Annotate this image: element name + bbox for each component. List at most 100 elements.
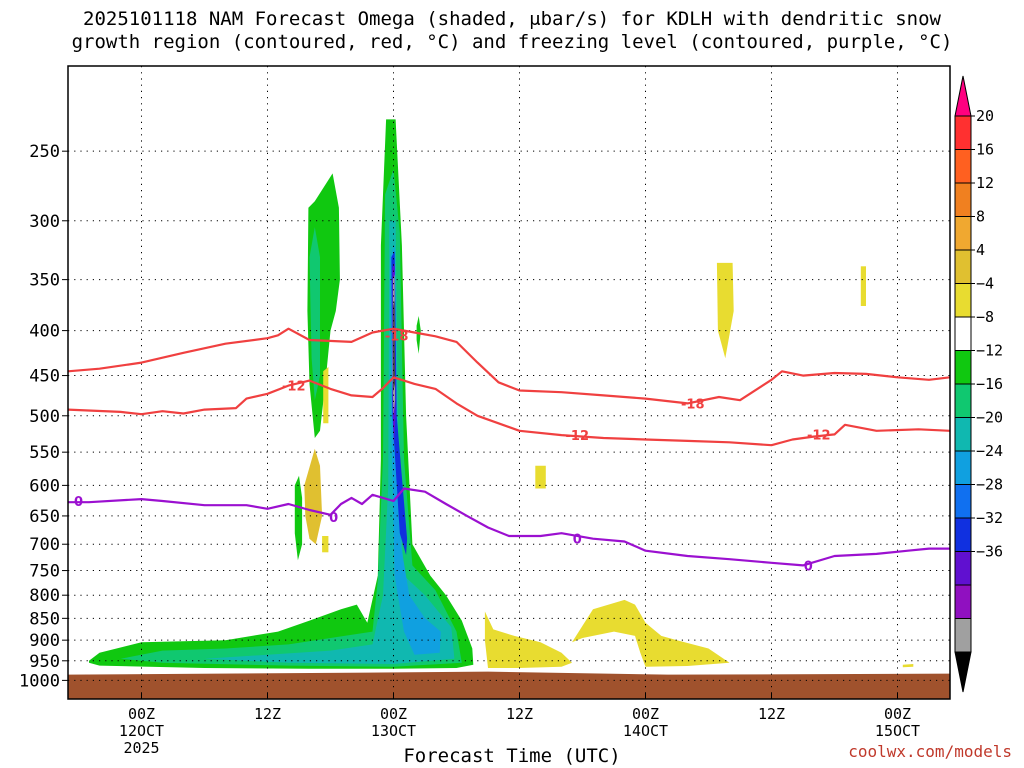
- contour-label: 0: [573, 533, 582, 548]
- colorbar-label: −28: [976, 476, 1003, 494]
- colorbar-swatch: [954, 115, 972, 150]
- y-tick-label: 450: [29, 367, 60, 387]
- colorbar-swatch: [954, 551, 972, 586]
- omega-region: [535, 465, 546, 489]
- omega-shading: [89, 119, 914, 669]
- colorbar-bottom-triangle: [954, 651, 972, 693]
- colorbar-label: −32: [976, 509, 1003, 527]
- contour-label: -18: [681, 397, 705, 412]
- colorbar-label: 12: [976, 174, 994, 192]
- contour-line: [68, 487, 950, 567]
- y-tick-label: 750: [29, 562, 60, 582]
- contour-label: -18: [385, 329, 409, 344]
- omega-region: [304, 448, 323, 545]
- colorbar-swatch: [954, 517, 972, 552]
- x-tick-label: 00Z: [128, 705, 155, 723]
- y-tick-label: 400: [29, 322, 60, 342]
- y-tick-label: 700: [29, 535, 60, 555]
- colorbar-label: 16: [976, 141, 994, 159]
- colorbar-top-triangle: [954, 75, 972, 117]
- contour-label: 0: [804, 559, 813, 574]
- omega-region: [323, 367, 329, 424]
- colorbar-label: −12: [976, 342, 1003, 360]
- x-tick-label: 12Z: [506, 705, 533, 723]
- credit-text: coolwx.com/models: [848, 742, 1012, 761]
- colorbar-swatch: [954, 149, 972, 184]
- omega-region: [309, 227, 320, 401]
- omega-region: [416, 316, 421, 354]
- ground-fill: [68, 671, 950, 699]
- contour-label: -12: [282, 380, 306, 395]
- colorbar-label: −24: [976, 442, 1003, 460]
- colorbar-label: −8: [976, 308, 994, 326]
- y-tick-label: 650: [29, 507, 60, 527]
- contour-label: -12: [807, 428, 831, 443]
- contour-label: 0: [329, 511, 338, 526]
- contour-label: 0: [74, 495, 83, 510]
- chart-title-line-1: 2025101118 NAM Forecast Omega (shaded, μ…: [83, 8, 941, 30]
- omega-region: [322, 536, 329, 553]
- omega-region: [391, 251, 408, 556]
- colorbar-swatch: [954, 350, 972, 385]
- omega-region: [294, 475, 303, 561]
- omega-region: [860, 266, 866, 306]
- colorbar-label: 20: [976, 107, 994, 125]
- omega-region: [902, 664, 914, 668]
- omega-region: [572, 599, 730, 667]
- colorbar: 20 16 12 8 4 −4 −8 −12 −16 −20 −24 −28 −32 −36: [954, 75, 1003, 693]
- x-axis-label: Forecast Time (UTC): [403, 745, 621, 767]
- colorbar-swatch: [954, 216, 972, 251]
- x-tick-label: 12OCT: [119, 722, 164, 740]
- colorbar-swatch: [954, 182, 972, 217]
- colorbar-swatch: [954, 618, 972, 653]
- y-tick-label: 1000: [19, 671, 60, 691]
- chart-title-line-2: growth region (contoured, red, °C) and f…: [71, 31, 953, 53]
- temperature-contours: -18 -18 -12 -12 -12 0 0 0 0: [68, 327, 950, 574]
- x-tick-label: 13OCT: [371, 722, 416, 740]
- omega-region: [716, 262, 734, 359]
- colorbar-label: −36: [976, 543, 1003, 561]
- colorbar-label: −4: [976, 275, 994, 293]
- ground-layer: [68, 671, 950, 699]
- y-tick-label: 300: [29, 212, 60, 232]
- grid-lines: [68, 66, 950, 699]
- colorbar-label: 8: [976, 208, 985, 226]
- colorbar-swatch: [954, 417, 972, 452]
- omega-region: [393, 300, 395, 393]
- y-tick-label: 250: [29, 142, 60, 162]
- contour-line: [68, 376, 950, 447]
- colorbar-swatch: [954, 484, 972, 519]
- y-tick-label: 600: [29, 476, 60, 496]
- y-axis: 2503003504004505005506006507007508008509…: [19, 142, 68, 691]
- colorbar-label: 4: [976, 241, 985, 259]
- y-tick-label: 950: [29, 652, 60, 672]
- x-tick-label: 12Z: [254, 705, 281, 723]
- y-tick-label: 850: [29, 609, 60, 629]
- x-tick-label: 12Z: [758, 705, 785, 723]
- colorbar-swatch: [954, 316, 972, 351]
- colorbar-swatch: [954, 249, 972, 284]
- colorbar-label: −20: [976, 409, 1003, 427]
- x-tick-label: 15OCT: [875, 722, 920, 740]
- colorbar-label: −16: [976, 375, 1003, 393]
- x-tick-label: 00Z: [632, 705, 659, 723]
- colorbar-swatch: [954, 584, 972, 619]
- y-tick-label: 550: [29, 443, 60, 463]
- colorbar-swatch: [954, 283, 972, 318]
- x-tick-label: 2025: [123, 739, 159, 757]
- y-tick-label: 800: [29, 586, 60, 606]
- y-tick-label: 900: [29, 631, 60, 651]
- y-tick-label: 500: [29, 407, 60, 427]
- x-tick-label: 00Z: [380, 705, 407, 723]
- y-tick-label: 350: [29, 271, 60, 291]
- x-tick-label: 00Z: [884, 705, 911, 723]
- omega-region: [484, 611, 572, 668]
- colorbar-swatch: [954, 450, 972, 485]
- x-tick-label: 14OCT: [623, 722, 668, 740]
- plot-frame: [67, 65, 951, 700]
- contour-label: -12: [566, 429, 590, 444]
- colorbar-swatch: [954, 383, 972, 418]
- contour-line: [68, 327, 950, 405]
